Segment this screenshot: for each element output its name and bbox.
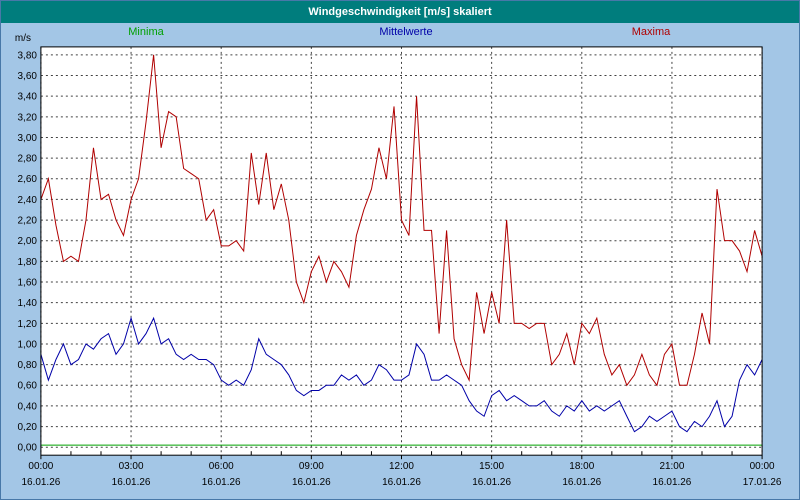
- x-date-label: 16.01.26: [562, 477, 601, 488]
- x-date-label: 17.01.26: [743, 477, 782, 488]
- y-tick-label: 2,20: [18, 216, 38, 227]
- y-tick-label: 1,40: [18, 298, 38, 309]
- y-tick-label: 3,20: [18, 112, 38, 123]
- y-tick-label: 1,20: [18, 319, 38, 330]
- x-time-label: 00:00: [750, 461, 775, 472]
- y-tick-label: 2,40: [18, 195, 38, 206]
- x-time-label: 06:00: [209, 461, 234, 472]
- y-tick-label: 2,80: [18, 154, 38, 165]
- x-time-label: 21:00: [659, 461, 684, 472]
- x-date-label: 16.01.26: [22, 477, 61, 488]
- x-date-label: 16.01.26: [472, 477, 511, 488]
- y-tick-label: 3,80: [18, 50, 38, 61]
- x-date-label: 16.01.26: [382, 477, 421, 488]
- y-tick-label: 2,00: [18, 236, 38, 247]
- y-tick-label: 1,60: [18, 278, 38, 289]
- x-time-label: 00:00: [28, 461, 53, 472]
- y-tick-label: 3,60: [18, 71, 38, 82]
- x-date-label: 16.01.26: [653, 477, 692, 488]
- title-bar: Windgeschwindigkeit [m/s] skaliert: [1, 1, 799, 23]
- x-time-label: 15:00: [479, 461, 504, 472]
- y-tick-label: 0,00: [18, 443, 38, 454]
- y-tick-label: 0,40: [18, 401, 38, 412]
- x-date-label: 16.01.26: [292, 477, 331, 488]
- y-tick-label: 1,00: [18, 339, 38, 350]
- y-tick-label: 3,00: [18, 133, 38, 144]
- y-tick-label: 2,60: [18, 174, 38, 185]
- window-title: Windgeschwindigkeit [m/s] skaliert: [308, 6, 492, 18]
- y-tick-label: 0,80: [18, 360, 38, 371]
- y-tick-label: 3,40: [18, 92, 38, 103]
- y-tick-label: 0,60: [18, 381, 38, 392]
- x-date-label: 16.01.26: [112, 477, 151, 488]
- wind-speed-chart: 0,00 0,20 0,40 0,60 0,80 1,00 1,20 1,40 1,60 1,80…: [15, 33, 782, 488]
- series-line-mittelwerte: [40, 316, 763, 433]
- y-tick-label: 1,80: [18, 257, 38, 268]
- x-time-label: 18:00: [569, 461, 594, 472]
- y-axis-unit: m/s: [15, 33, 31, 44]
- x-time-label: 12:00: [389, 461, 414, 472]
- x-date-label: 16.01.26: [202, 477, 241, 488]
- x-time-label: 03:00: [119, 461, 144, 472]
- series-line-maxima: [40, 54, 763, 387]
- plot-frame: [40, 46, 763, 456]
- y-tick-label: 0,20: [18, 422, 38, 433]
- x-time-label: 09:00: [299, 461, 324, 472]
